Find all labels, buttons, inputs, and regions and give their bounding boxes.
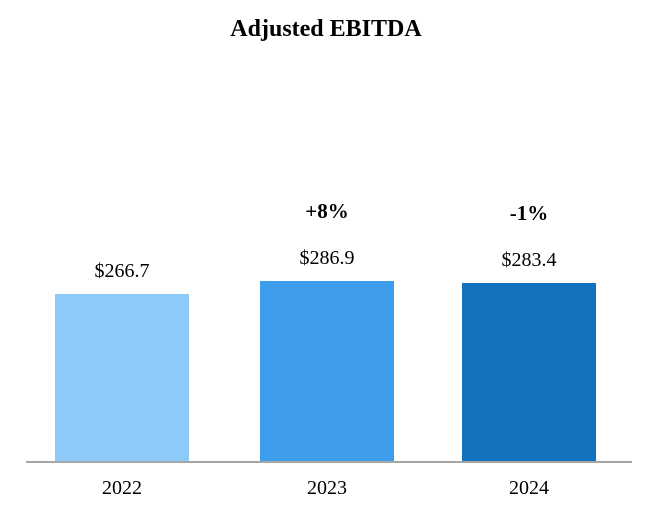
bar-group-2024: -1% $283.4 — [462, 200, 596, 461]
value-label-2023: $286.9 — [299, 247, 355, 269]
chart-title: Adjusted EBITDA — [230, 16, 422, 42]
x-tick-2023: 2023 — [307, 477, 347, 499]
bar-2022 — [55, 294, 189, 461]
x-axis-line — [26, 461, 632, 463]
bar-group-2022: $266.7 — [55, 236, 189, 461]
growth-label-2023: +8% — [305, 198, 349, 223]
bar-2023 — [260, 281, 394, 461]
growth-label-2024: -1% — [509, 200, 549, 225]
x-tick-2022: 2022 — [102, 477, 142, 499]
x-tick-2024: 2024 — [509, 477, 549, 499]
value-label-2022: $266.7 — [94, 260, 150, 282]
bar-2024 — [462, 283, 596, 461]
value-label-2024: $283.4 — [501, 249, 557, 271]
bar-group-2023: +8% $286.9 — [260, 198, 394, 461]
